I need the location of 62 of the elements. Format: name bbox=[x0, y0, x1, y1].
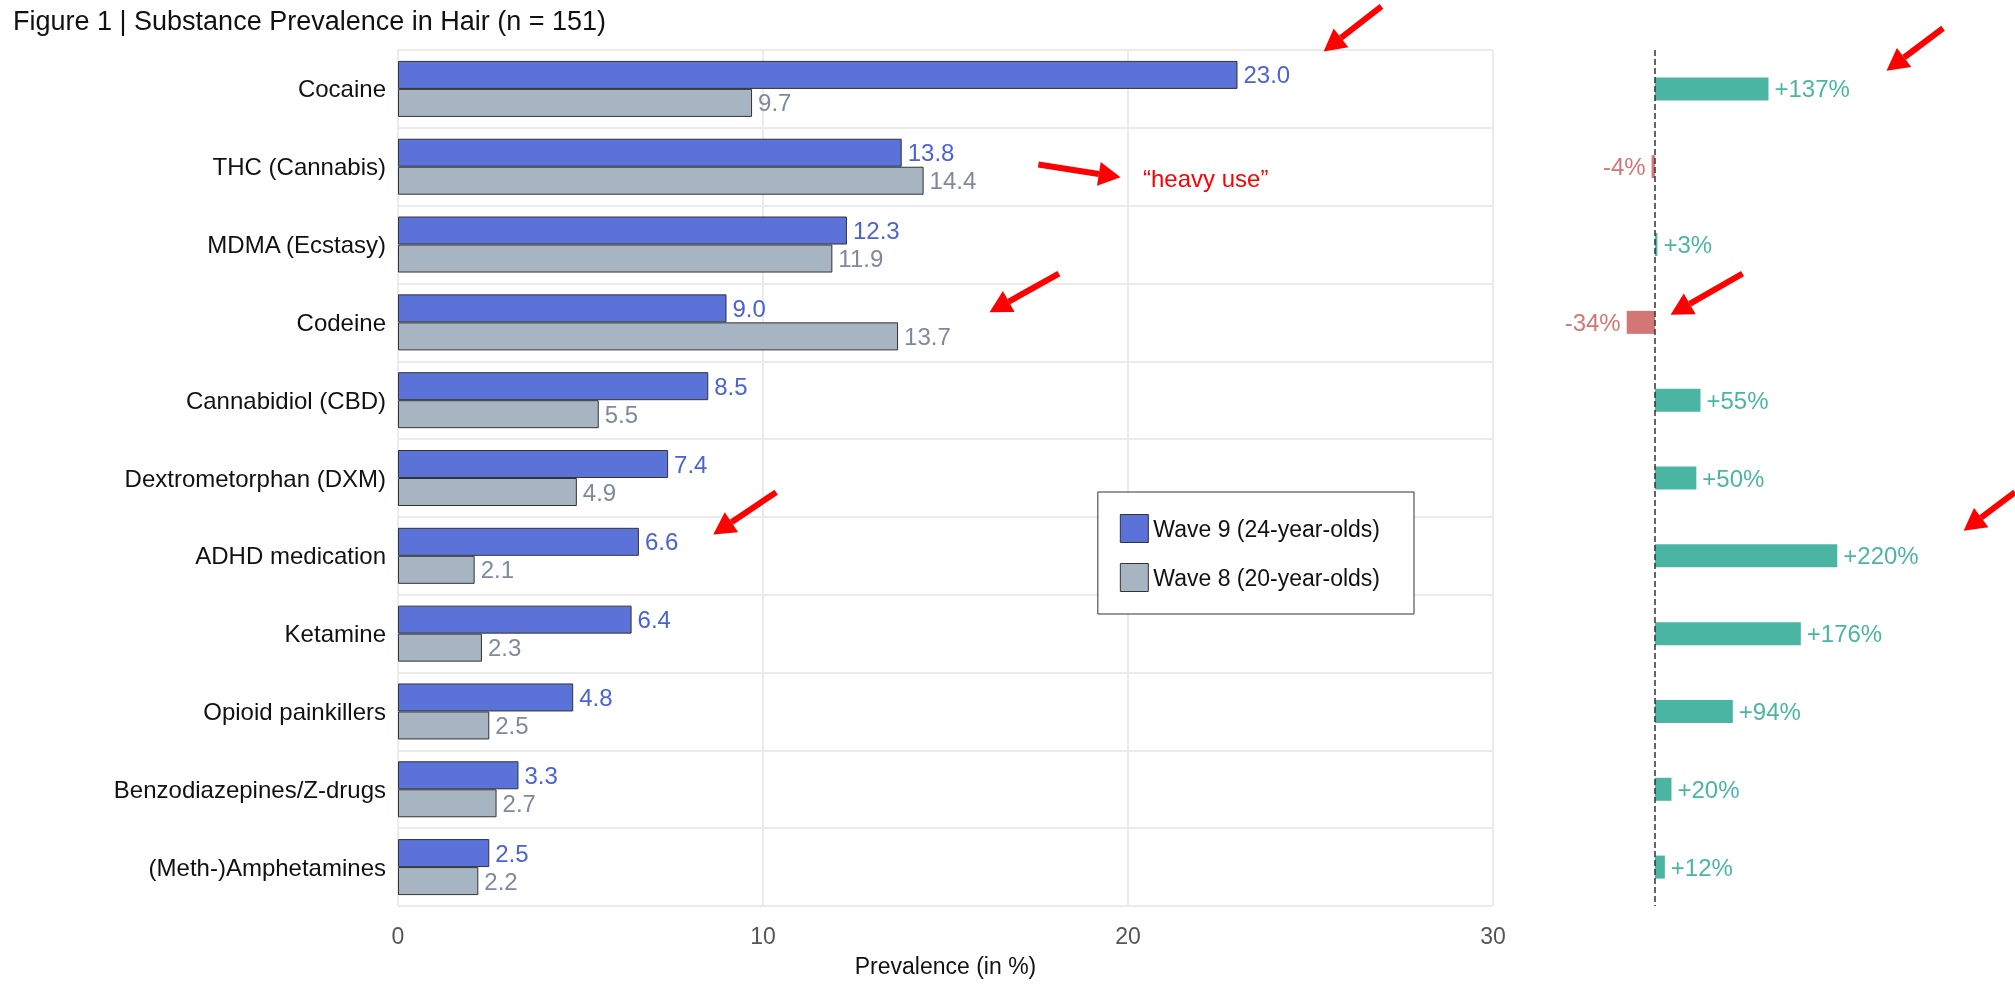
bar bbox=[1654, 544, 1838, 568]
bar bbox=[1654, 466, 1697, 490]
bar bbox=[1654, 77, 1769, 101]
bar bbox=[1654, 622, 1801, 646]
bar bbox=[1654, 855, 1665, 879]
x-tick-label: 30 bbox=[1480, 922, 1506, 949]
data-label: 4.9 bbox=[582, 478, 617, 506]
y-tick-label: (Meth-)Amphetamines bbox=[148, 853, 386, 881]
x-tick-label: 20 bbox=[1115, 922, 1141, 949]
y-tick-label: Dextrometorphan (DXM) bbox=[124, 464, 386, 492]
data-label: 2.7 bbox=[502, 789, 536, 817]
data-label: +137% bbox=[1774, 75, 1850, 103]
y-tick-label: Cannabidiol (CBD) bbox=[185, 386, 386, 414]
y-tick-label: Ketamine bbox=[284, 620, 386, 648]
data-label: +12% bbox=[1670, 853, 1733, 881]
x-tick-label: 0 bbox=[391, 922, 405, 949]
data-label: 9.0 bbox=[732, 294, 766, 322]
data-label: 2.3 bbox=[487, 634, 522, 662]
data-label: +176% bbox=[1806, 620, 1883, 648]
chart-title: Figure 1 | Substance Prevalence in Hair (n = 151) bbox=[13, 5, 607, 36]
data-label: 2.2 bbox=[484, 867, 518, 895]
annotation: “heavy use” bbox=[1143, 164, 1269, 192]
data-label: 23.0 bbox=[1243, 61, 1291, 89]
data-label: 13.7 bbox=[904, 322, 951, 350]
y-tick-label: ADHD medication bbox=[195, 542, 386, 570]
bar bbox=[1654, 699, 1733, 723]
data-label: 9.7 bbox=[758, 89, 792, 117]
data-label: 5.5 bbox=[604, 400, 639, 428]
data-label: -4% bbox=[1602, 153, 1646, 181]
data-label: +220% bbox=[1843, 542, 1919, 570]
bar bbox=[1654, 777, 1672, 801]
data-label: 7.4 bbox=[674, 450, 708, 478]
bar bbox=[1654, 388, 1701, 412]
y-tick-label: MDMA (Ecstasy) bbox=[207, 231, 386, 259]
data-label: 13.8 bbox=[907, 139, 955, 167]
data-label: 2.5 bbox=[495, 839, 529, 867]
data-label: +55% bbox=[1706, 386, 1769, 414]
data-label: 6.4 bbox=[637, 606, 671, 634]
data-label: +3% bbox=[1663, 231, 1713, 259]
y-tick-label: Benzodiazepines/Z-drugs bbox=[113, 775, 386, 803]
y-tick-label: THC (Cannabis) bbox=[212, 153, 386, 181]
data-label: 3.3 bbox=[524, 761, 558, 789]
data-label: +20% bbox=[1677, 775, 1740, 803]
y-tick-label: Cocaine bbox=[297, 75, 386, 103]
data-label: 2.1 bbox=[480, 556, 515, 584]
x-tick-label: 10 bbox=[750, 922, 776, 949]
data-label: 11.9 bbox=[838, 245, 884, 273]
data-label: +94% bbox=[1738, 697, 1801, 725]
y-tick-label: Codeine bbox=[296, 308, 386, 336]
data-label: 14.4 bbox=[929, 167, 977, 195]
data-label: -34% bbox=[1564, 308, 1621, 336]
data-label: 4.8 bbox=[579, 683, 613, 711]
data-label: 8.5 bbox=[714, 372, 748, 400]
data-label: 2.5 bbox=[495, 711, 529, 739]
data-label: +50% bbox=[1702, 464, 1765, 492]
data-label: 12.3 bbox=[852, 217, 900, 245]
data-label: 6.6 bbox=[644, 528, 679, 556]
legend-label: Wave 9 (24-year-olds) bbox=[1153, 515, 1381, 542]
y-tick-label: Opioid painkillers bbox=[203, 697, 386, 725]
legend-label: Wave 8 (20-year-olds) bbox=[1153, 564, 1381, 591]
bar bbox=[1626, 310, 1655, 334]
x-axis-title: Prevalence (in %) bbox=[854, 952, 1037, 979]
